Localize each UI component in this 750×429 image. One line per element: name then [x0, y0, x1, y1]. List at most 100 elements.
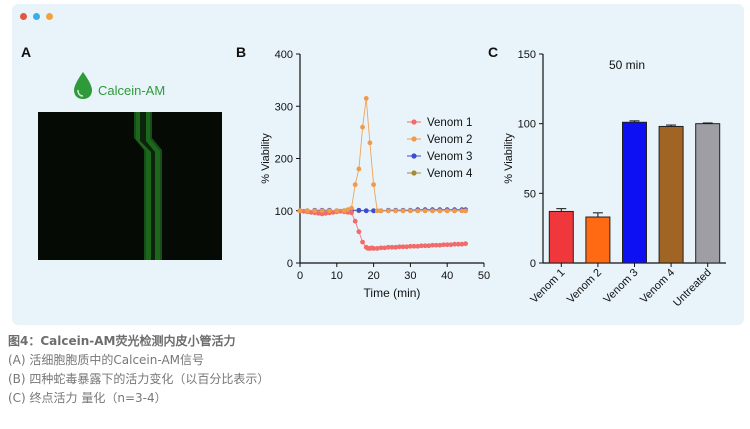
- caption-line-a: (A) 活细胞胞质中的Calcein-AM信号: [8, 353, 205, 367]
- data-point: [304, 208, 310, 214]
- figure-caption: 图4：Calcein-AM荧光检测内皮小管活力 (A) 活细胞胞质中的Calce…: [8, 332, 269, 408]
- data-point: [400, 208, 406, 214]
- panel-b-letter: B: [236, 44, 246, 60]
- data-point: [356, 207, 362, 213]
- legend-label: Venom 1: [427, 117, 472, 129]
- panel-b-y-tick-label: 300: [275, 101, 293, 113]
- panel-b-y-tick-label: 400: [275, 49, 293, 61]
- panel-c-annotation: 50 min: [609, 58, 645, 72]
- data-point: [437, 208, 443, 214]
- panel-a: A Calcein-AM: [21, 44, 222, 260]
- data-point: [319, 208, 325, 214]
- caption-line-c: (C) 终点活力 量化（n=3-4）: [8, 391, 167, 405]
- data-point: [356, 166, 362, 172]
- panel-a-letter: A: [21, 44, 31, 60]
- window-dots: [20, 13, 53, 20]
- panel-b-legend: Venom 1 Venom 2 Venom 3 Venom 4: [407, 117, 473, 180]
- data-point: [452, 241, 457, 247]
- data-point: [382, 245, 388, 251]
- data-point: [459, 208, 465, 214]
- blue-dot-icon: [33, 13, 40, 20]
- category-label: Venom 2: [565, 267, 604, 306]
- data-point: [378, 245, 384, 251]
- data-point: [297, 208, 303, 214]
- data-point: [385, 244, 391, 250]
- category-label: Venom 3: [601, 267, 640, 306]
- data-point: [415, 243, 421, 249]
- panel-b-x-tick-label: 0: [297, 270, 303, 282]
- data-point: [356, 229, 362, 235]
- data-point: [371, 245, 376, 251]
- panel-b-y-label: % Viability: [260, 133, 272, 184]
- data-point: [452, 208, 457, 214]
- data-point: [426, 243, 432, 249]
- legend-marker: [411, 153, 417, 159]
- panel-b-x-tick-label: 40: [441, 270, 453, 282]
- data-point: [459, 241, 465, 247]
- data-point: [352, 182, 358, 188]
- data-point: [393, 244, 399, 250]
- data-point: [430, 208, 435, 214]
- panel-b-x-tick-label: 30: [404, 270, 416, 282]
- data-point: [374, 245, 380, 251]
- panel-b-data: [297, 96, 468, 251]
- fluorescence-image: [38, 112, 222, 260]
- data-point: [374, 208, 380, 214]
- data-point: [327, 208, 332, 214]
- data-point: [419, 243, 424, 249]
- stain-label: Calcein-AM: [98, 83, 165, 98]
- data-point: [400, 244, 406, 250]
- panel-b-y-tick-label: 100: [275, 206, 293, 218]
- panel-c-y-tick-label: 100: [518, 119, 536, 131]
- data-point: [422, 243, 428, 249]
- data-point: [433, 242, 439, 248]
- red-dot-icon: [20, 13, 27, 20]
- data-point: [352, 218, 358, 224]
- data-point: [367, 140, 373, 146]
- figure-svg: A Calcein-AM B 0 100 200 300 400 0 10 20 30 40 50 T…: [21, 44, 726, 310]
- panel-b-x-tick-label: 10: [331, 270, 343, 282]
- series-line: [299, 210, 466, 249]
- data-point: [389, 244, 395, 250]
- data-point: [408, 243, 413, 249]
- panel-c-axes: 0 50 100 150 % Viability: [503, 49, 726, 270]
- data-point: [463, 241, 468, 247]
- panel-c-y-tick-label: 0: [530, 258, 536, 270]
- panel-b-x-tick-label: 50: [478, 270, 490, 282]
- data-point: [463, 208, 468, 214]
- legend-label: Venom 4: [427, 168, 473, 180]
- panel-b: B 0 100 200 300 400 0 10 20 30 40 50 Time (min) % Vi…: [236, 44, 490, 300]
- caption-title: 图4：Calcein-AM荧光检测内皮小管活力: [8, 334, 236, 348]
- category-label: Untreated: [671, 267, 714, 310]
- panel-c-y-tick-label: 150: [518, 49, 536, 61]
- data-point: [316, 210, 321, 216]
- panel-b-y-tick-label: 0: [287, 258, 293, 270]
- data-point: [312, 208, 318, 214]
- data-point: [378, 208, 384, 214]
- legend-label: Venom 2: [427, 134, 472, 146]
- data-point: [349, 205, 354, 211]
- data-point: [323, 210, 329, 216]
- data-point: [385, 208, 391, 214]
- data-point: [363, 208, 369, 214]
- data-point: [437, 242, 443, 248]
- panel-b-x-label: Time (min): [364, 286, 421, 300]
- bar: [622, 121, 647, 264]
- bar: [548, 210, 574, 264]
- bar: [695, 123, 721, 264]
- panel-c-y-label: % Viability: [503, 133, 515, 184]
- data-point: [360, 239, 365, 245]
- data-point: [415, 208, 421, 214]
- data-point: [301, 208, 307, 214]
- data-point: [371, 208, 376, 214]
- data-point: [393, 208, 399, 214]
- legend-marker: [411, 136, 417, 142]
- legend-marker: [411, 170, 417, 176]
- panel-b-y-tick-label: 200: [275, 154, 293, 166]
- bar: [658, 125, 684, 264]
- data-point: [363, 96, 369, 101]
- data-point: [341, 208, 347, 214]
- data-point: [371, 182, 376, 188]
- data-point: [360, 124, 365, 130]
